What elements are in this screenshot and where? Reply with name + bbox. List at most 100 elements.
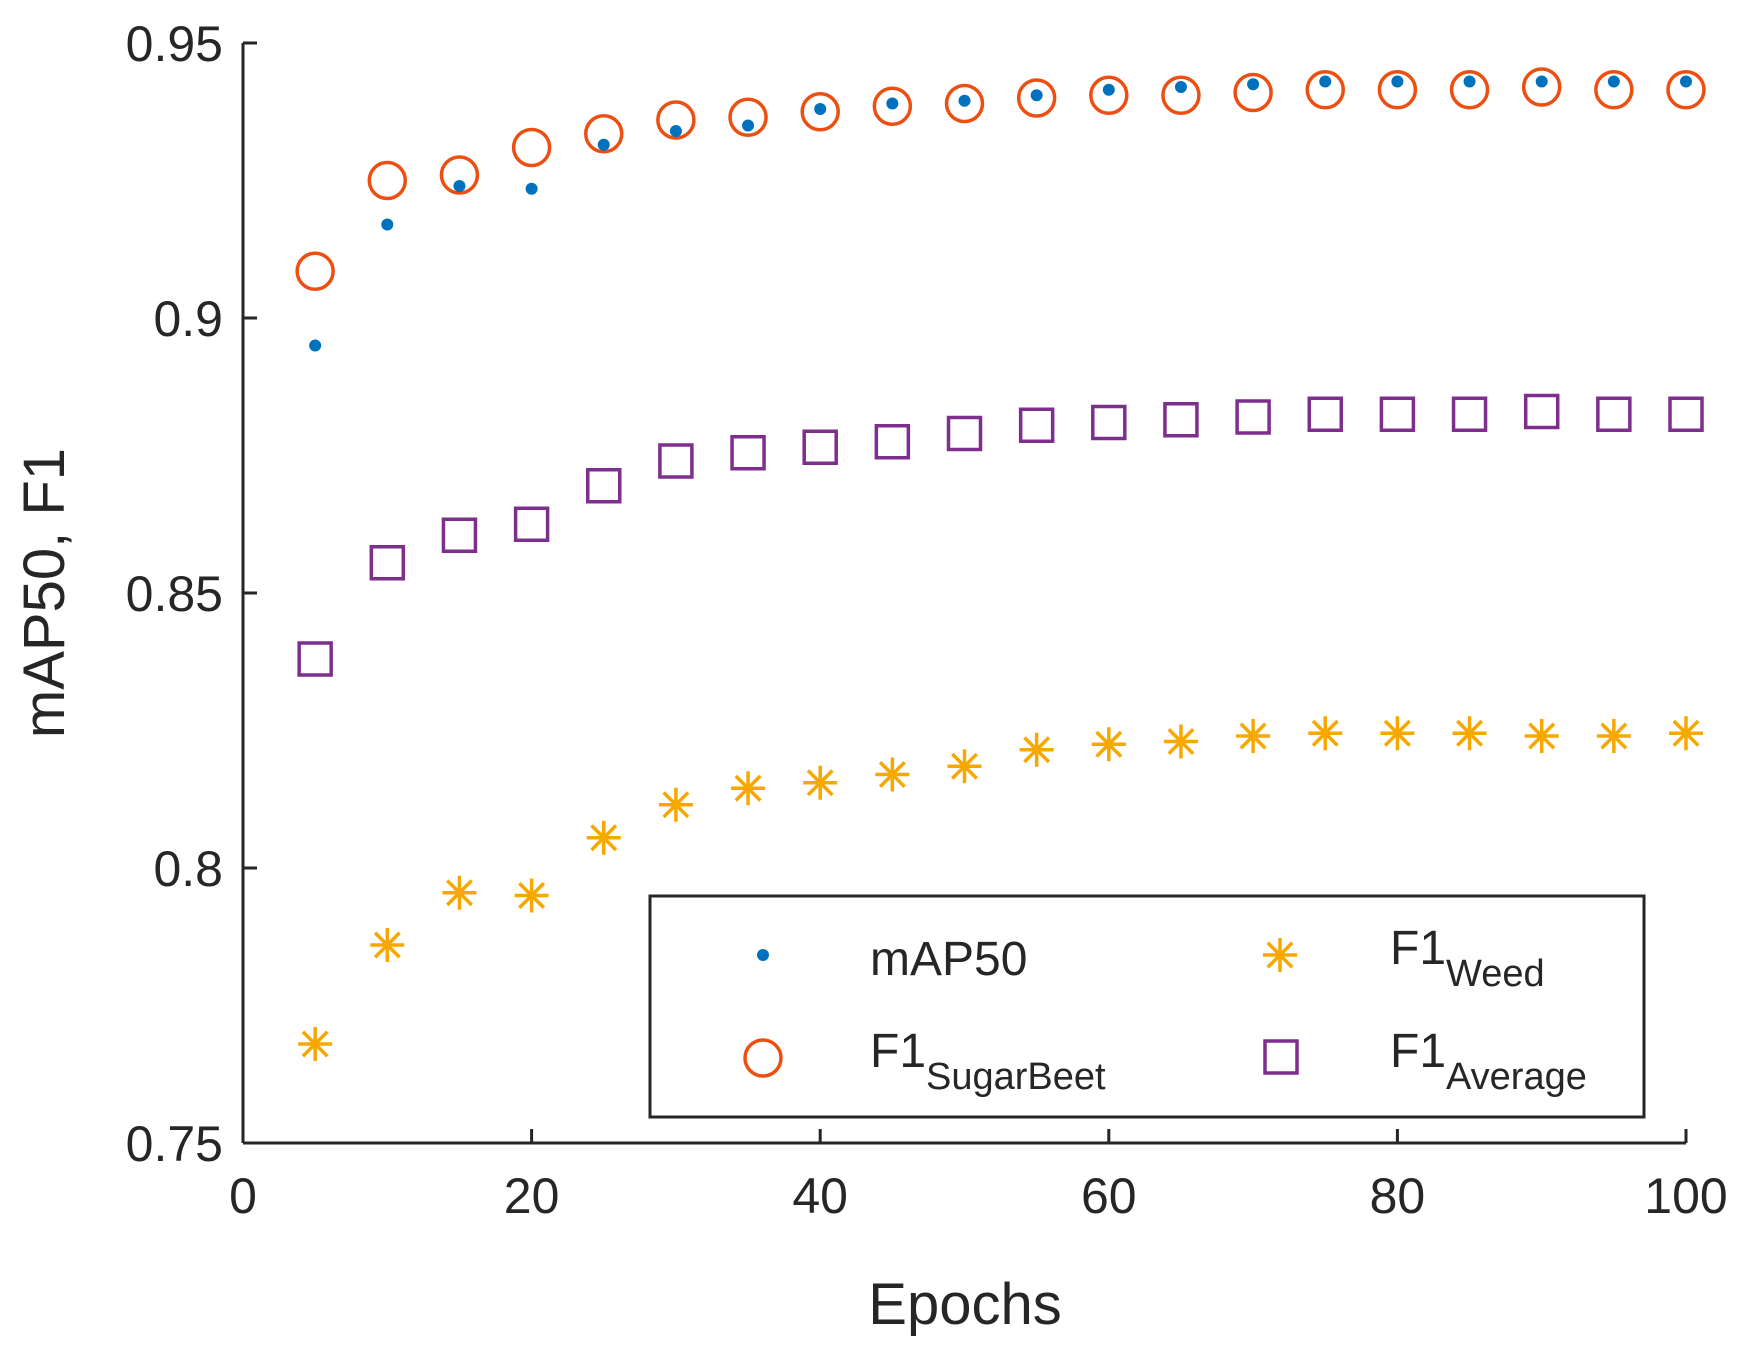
data-point-f1-sugarbeet [511,127,552,168]
legend-marker-dot [757,949,769,961]
data-point-map50 [1535,75,1548,88]
data-point-f1-weed [947,749,982,784]
y-tick-label: 0.8 [153,841,223,897]
x-tick-label: 40 [792,1168,848,1224]
x-tick-label: 100 [1644,1168,1727,1224]
legend-label-main: F1 [1390,1025,1446,1078]
data-point-f1-average [513,506,550,542]
data-point-f1-average [1018,407,1055,443]
data-point-map50 [453,180,466,192]
data-point-f1-average [297,641,333,677]
legend-label-f1-weed: F1Weed [1390,922,1545,995]
data-point-f1-weed [370,928,405,962]
data-point-f1-average [1596,396,1632,432]
x-tick-label: 0 [229,1168,257,1224]
data-point-f1-sugarbeet [1666,70,1706,110]
data-point-f1-weed [1452,716,1487,751]
data-point-f1-weed [1091,727,1126,762]
data-point-f1-weed [731,771,766,806]
data-point-map50 [1607,75,1620,88]
data-point-f1-sugarbeet [1594,70,1634,110]
series-f1-average [297,393,1704,677]
data-point-map50 [742,119,755,132]
data-point-f1-sugarbeet [1305,70,1345,110]
data-point-f1-sugarbeet [872,86,913,126]
data-point-f1-average [874,424,911,460]
data-point-f1-average [658,443,694,479]
legend-label-f1-sugarbeet: F1SugarBeet [870,1025,1106,1098]
data-point-f1-average [1235,399,1271,435]
data-point-map50 [814,103,827,115]
legend-label-main: F1 [870,1025,926,1078]
data-point-f1-average [730,435,766,471]
y-tick-label: 0.9 [153,291,223,347]
legend-marker-asterisk [1263,938,1297,972]
data-point-f1-sugarbeet [1233,72,1273,113]
data-point-f1-average [1451,396,1488,432]
data-point-f1-sugarbeet [1016,78,1057,118]
legend-label-main: F1 [1390,922,1446,975]
data-point-f1-weed [298,1027,333,1061]
data-point-f1-average [1668,396,1704,432]
data-point-f1-weed [514,878,549,913]
legend-entry-f1-sugarbeet: F1SugarBeet [743,1025,1106,1098]
legend-label-subscript: Weed [1446,953,1545,995]
y-tick-label: 0.75 [126,1116,223,1172]
series-f1-sugarbeet [295,67,1706,291]
legend-box [648,894,1646,1119]
legend-marker-square [1263,1039,1299,1075]
data-point-f1-weed [586,820,621,855]
data-point-f1-weed [1524,719,1559,753]
data-point-map50 [1030,89,1043,102]
data-point-map50 [1174,81,1187,93]
data-point-f1-weed [1380,716,1415,751]
data-point-f1-weed [803,765,838,800]
data-point-f1-sugarbeet [439,155,480,195]
data-point-f1-weed [442,875,477,910]
data-point-f1-average [802,429,838,465]
data-point-f1-average [441,517,478,553]
data-point-f1-weed [1596,719,1631,753]
data-point-map50 [669,125,682,137]
data-point-map50 [958,94,971,107]
data-point-f1-weed [1019,732,1054,767]
data-point-f1-weed [658,787,693,822]
legend-entry-f1-average: F1Average [1390,1025,1587,1098]
data-point-f1-sugarbeet [728,97,768,137]
x-tick-label: 20 [504,1168,560,1224]
x-tick-label: 80 [1370,1168,1426,1224]
axes-ticks: 0 20 40 60 80 100 0.75 0.8 0.85 0.9 0.95 [126,16,1728,1224]
data-point-f1-average [1523,393,1560,430]
data-point-f1-sugarbeet [656,100,696,140]
data-point-f1-weed [875,757,910,792]
data-point-f1-sugarbeet [1449,70,1490,110]
data-point-f1-sugarbeet [1161,75,1201,115]
data-point-map50 [1319,75,1332,88]
x-tick-label: 60 [1081,1168,1137,1224]
data-point-f1-weed [1308,716,1343,751]
data-point-map50 [525,182,538,195]
y-tick-label: 0.95 [126,16,223,72]
legend-label-subscript: SugarBeet [926,1056,1106,1098]
legend-label-map50: mAP50 [870,933,1027,986]
data-point-f1-average [1379,396,1416,432]
data-point-f1-average [1307,396,1343,432]
plot-area [295,67,1706,1061]
data-point-f1-sugarbeet [367,160,408,201]
data-point-map50 [1247,78,1260,91]
legend-entry-f1-weed: F1Weed [1390,922,1545,995]
data-point-map50 [1680,75,1692,88]
data-point-map50 [309,339,322,352]
data-point-f1-weed [1669,716,1703,751]
series-f1-weed [298,716,1703,1061]
data-point-f1-sugarbeet [800,92,840,132]
data-point-f1-weed [1163,724,1198,759]
data-point-f1-average [1163,402,1199,438]
data-point-f1-sugarbeet [584,114,624,154]
legend-entry-map50: mAP50 [757,933,1027,986]
data-point-f1-sugarbeet [1089,75,1129,115]
y-axis-label: mAP50, F1 [12,448,77,738]
legend: mAP50 F1SugarBeet F1Weed F1Average [648,894,1646,1119]
data-point-map50 [1391,75,1404,88]
